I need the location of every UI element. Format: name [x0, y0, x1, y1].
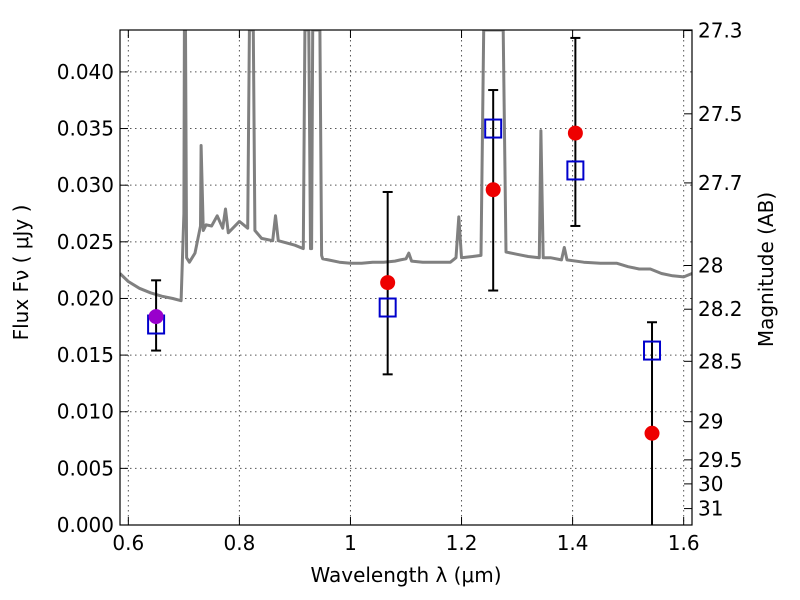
x-tick-label: 1.6 — [668, 531, 700, 555]
square-marker — [484, 118, 503, 139]
axis-ticks: 0.6 0.8 1 1.2 1.4 1.6 0.000 0.005 0.010 0.015 0.02… — [57, 19, 743, 555]
x-tick-label: 1.2 — [446, 531, 478, 555]
square-marker — [378, 297, 397, 318]
y-tick-label: 0.025 — [57, 230, 114, 254]
y-tick-label: 0.010 — [57, 400, 114, 424]
spectrum-line — [120, 30, 692, 303]
right-tick-label: 31 — [698, 497, 723, 521]
x-tick-label: 1 — [344, 531, 357, 555]
plot-frame — [119, 29, 693, 526]
model-spectrum — [120, 30, 692, 303]
filled-circle-markers — [148, 125, 660, 441]
circle-marker — [485, 182, 501, 198]
circle-marker — [644, 425, 660, 441]
square-marker — [643, 340, 662, 361]
grid — [120, 30, 692, 526]
circle-marker — [148, 309, 164, 325]
right-tick-label: 28 — [698, 253, 723, 277]
error-bars — [151, 36, 658, 525]
y-tick-label: 0.015 — [57, 343, 114, 367]
y-axis-title: Flux Fν ( μJy ) — [9, 205, 33, 341]
y-tick-label: 0.005 — [57, 456, 114, 480]
x-tick-label: 0.8 — [223, 531, 255, 555]
x-tick-label: 1.4 — [557, 531, 589, 555]
right-tick-label: 27.7 — [698, 171, 743, 195]
y-tick-label: 0.020 — [57, 286, 114, 310]
x-axis-title: Wavelength λ (μm) — [310, 563, 501, 587]
y-tick-label: 0.035 — [57, 117, 114, 141]
right-tick-label: 30 — [698, 472, 723, 496]
right-tick-label: 28.2 — [698, 297, 743, 321]
right-tick-label: 29 — [698, 410, 723, 434]
y-tick-label: 0.030 — [57, 173, 114, 197]
circle-marker — [380, 275, 396, 291]
open-square-markers — [147, 118, 662, 361]
right-tick-label: 29.5 — [698, 448, 743, 472]
y-tick-label: 0.040 — [57, 60, 114, 84]
right-tick-label: 27.3 — [698, 19, 743, 43]
square-marker — [566, 160, 585, 181]
y-tick-label: 0.000 — [57, 513, 114, 537]
circle-marker — [567, 125, 583, 141]
right-tick-label: 28.5 — [698, 349, 743, 373]
right-tick-label: 27.5 — [698, 102, 743, 126]
x-tick-label: 0.6 — [112, 531, 144, 555]
right-axis-title: Magnitude (AB) — [754, 192, 778, 347]
